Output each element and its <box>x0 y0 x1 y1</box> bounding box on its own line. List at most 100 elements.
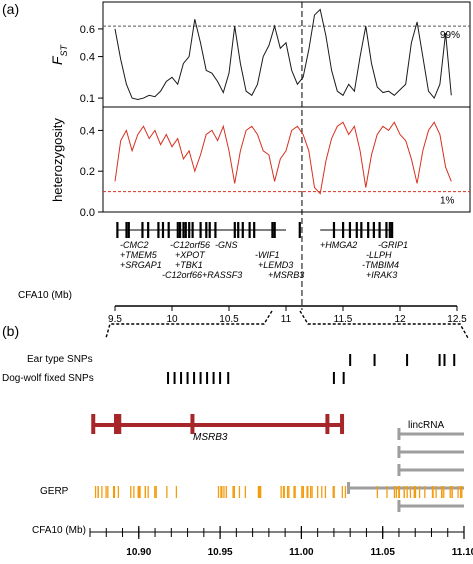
fst-series-line <box>114 8 452 100</box>
gerp-mark <box>221 486 223 498</box>
gene-label: -C12orf56 <box>170 240 210 250</box>
axis-a-tick-label: 12 <box>394 314 406 325</box>
zoom-connectors <box>105 310 469 339</box>
gene-bar <box>332 222 336 238</box>
gerp-mark <box>398 486 401 498</box>
gerp-mark <box>288 486 290 498</box>
msrb3-exon <box>91 414 96 434</box>
gerp-mark <box>133 486 135 498</box>
gene-label: +LEMD3 <box>258 260 293 270</box>
gene-label: -C12orf66+RASSF3 <box>162 270 242 280</box>
dogwolf-snp-mark <box>212 372 215 384</box>
gene-bar <box>273 222 276 238</box>
gerp-mark <box>409 486 412 498</box>
panel-b-label: (b) <box>2 323 19 339</box>
gene-bar <box>367 222 370 238</box>
gerp-mark <box>260 486 262 498</box>
gerp-mark <box>138 486 140 498</box>
dogwolf-snp-mark <box>227 372 230 384</box>
dogwolf-snp-mark <box>219 372 222 384</box>
ear-snp-mark <box>406 354 409 366</box>
axis-a-tick-label: 11 <box>281 314 292 325</box>
gene-bar <box>372 222 375 238</box>
ear-snp-mark <box>373 354 376 366</box>
fst-ylabel: FST <box>49 43 69 65</box>
ear-snp-mark <box>349 354 352 366</box>
gerp-mark <box>414 486 417 498</box>
gene-bar <box>199 222 202 238</box>
msrb3-intron-line <box>93 423 343 427</box>
lincrna-tss-mark <box>397 464 401 476</box>
gene-bar <box>391 222 394 238</box>
gerp-mark <box>117 486 120 498</box>
gene-bar <box>271 222 274 238</box>
fst-plot: 0.1 0.4 0.6 99% <box>80 2 470 310</box>
gene-label: +SRGAP1 <box>120 260 162 270</box>
gerp-mark <box>155 486 157 498</box>
gene-label: +IRAK3 <box>366 270 397 280</box>
gerp-mark <box>154 486 156 498</box>
gene-bar <box>214 222 217 238</box>
gerp-mark <box>294 486 296 498</box>
gene-bar <box>205 222 208 238</box>
msrb3-exon <box>325 414 330 434</box>
gene-bar <box>208 222 211 238</box>
gerp-mark <box>449 486 451 498</box>
dogwolf-snp-mark <box>206 372 209 384</box>
gerp-mark <box>344 486 347 498</box>
gerp-mark <box>317 486 319 498</box>
axis-b-tick-label: 11.10 <box>452 547 473 558</box>
msrb3-exon <box>340 414 345 434</box>
gerp-mark <box>413 486 416 498</box>
gene-bar <box>167 222 170 238</box>
msrb3-gene-model <box>91 414 345 434</box>
gene-bar <box>233 222 236 238</box>
axis-b-tick-label: 10.90 <box>126 547 151 558</box>
gerp-mark <box>233 486 235 498</box>
gerp-mark <box>101 486 103 498</box>
panel-a-label: (a) <box>2 1 19 17</box>
het-ytick-label: 0.4 <box>80 125 95 137</box>
fst-plot-frame <box>102 1 471 108</box>
het-plot-frame <box>102 106 471 213</box>
gerp-mark <box>113 486 116 498</box>
gene-bar <box>184 222 187 238</box>
dogwolf-snp-mark <box>180 372 183 384</box>
gerp-mark <box>321 486 323 498</box>
gerp-mark <box>406 486 408 498</box>
gerp-mark <box>461 486 463 498</box>
gene-bar <box>237 222 240 238</box>
lincrna-transcript <box>398 504 464 508</box>
msrb3-label: MSRB3 <box>193 432 228 443</box>
gene-label: -CMC2 <box>120 240 149 250</box>
cfa10-axis-b: 10.90 10.95 11.00 11.05 11.10 <box>89 526 473 558</box>
gerp-mark <box>333 486 335 498</box>
fst-ytick-label: 0.4 <box>80 52 95 64</box>
gene-bar <box>141 222 144 238</box>
gerp-mark <box>376 486 379 498</box>
dogwolf-snp-mark <box>193 372 196 384</box>
gerp-mark <box>283 486 285 498</box>
lincrna-transcripts <box>347 428 464 512</box>
gene-bar <box>248 222 251 238</box>
gene-bar <box>182 222 185 238</box>
gerp-mark <box>107 486 109 498</box>
lincrna-tss-mark <box>347 482 351 494</box>
gerp-mark <box>431 486 434 498</box>
msrb3-exon <box>117 414 122 434</box>
ear-snp-mark <box>443 354 446 366</box>
ear-snp-mark <box>438 354 441 366</box>
gerp-mark <box>259 486 261 498</box>
gene-label: +MSRB3 <box>268 270 304 280</box>
gerp-mark <box>232 486 234 498</box>
lincrna-tss-mark <box>397 446 401 458</box>
gerp-mark <box>282 486 285 498</box>
gene-bar <box>191 222 194 238</box>
gene-bar <box>188 222 191 238</box>
gerp-mark <box>130 486 132 498</box>
gerp-mark <box>105 486 107 498</box>
gerp-mark <box>435 486 437 498</box>
heterozygosity-plot: 0.0 0.2 0.4 1% <box>80 121 470 219</box>
fst-ytick-label: 0.1 <box>80 93 95 105</box>
gene-bar <box>147 222 150 238</box>
